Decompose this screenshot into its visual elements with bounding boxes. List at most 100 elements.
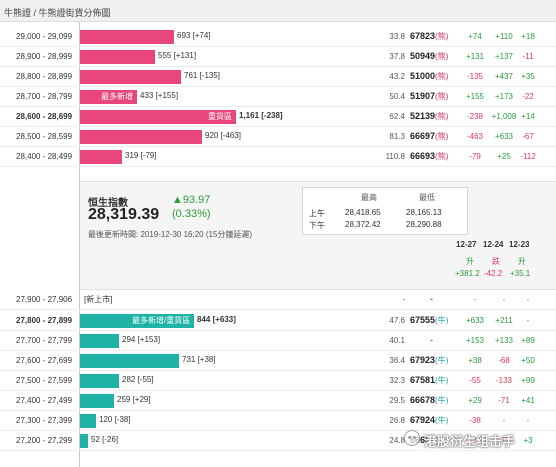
distribution-bar [80,110,236,124]
cbbc-type: (熊) [435,152,449,161]
quantity-label: 52 [-26] [91,435,119,444]
price-value: 50949(熊) [410,51,448,62]
price-number: 66697 [410,131,436,141]
quantity-label: 120 [-38] [99,415,131,424]
change-value: - [526,295,530,304]
index-change: ▲93.97 [172,194,211,206]
change-value: +211 [495,316,513,325]
range-label: 27,600 - 27,699 [16,356,73,365]
index-diff: +381.2 [455,269,480,278]
price-number: 66693 [410,151,436,161]
high-header: 最高 [361,193,377,202]
distribution-bar [80,374,119,388]
table-row[interactable]: 28,700 - 28,799 最多新增 433 [+155] 50.4 51907(熊… [0,87,556,107]
price-number: 67823 [410,31,436,41]
change-value: +35 [521,72,535,81]
table-row[interactable]: 28,800 - 28,899 761 [-135] 43.2 51000(熊) -13… [0,67,556,87]
distribution-bar [80,130,202,144]
change-value: +133 [494,336,514,345]
distribution-bar [80,354,179,368]
table-row[interactable]: 27,300 - 27,399 120 [-38] 26.8 67924(牛) -38 -… [0,411,556,431]
distribution-bar [80,414,96,428]
change-value: +633 [465,316,485,325]
range-label: 29,000 - 29,099 [16,32,73,41]
range-label: 27,500 - 27,599 [16,376,73,385]
date-header: 12-23 [509,240,530,249]
table-row[interactable]: 27,700 - 27,799 294 [+153] 40.1 - +153 +133 +8… [0,331,556,351]
index-info-panel: 恒生指數 28,319.39 ▲93.97 (0.33%) 最後更新時間: 20… [80,181,556,290]
table-row[interactable]: 28,400 - 28,499 319 [-79] 110.8 66693(熊) -79… [0,147,556,167]
price-number: 50949 [410,51,436,61]
change-value: -11 [522,52,534,61]
ratio-value: 37.8 [389,52,405,61]
price-value: 66684(牛) [410,435,448,446]
direction-down: 跌 [492,257,500,266]
new-listing-label: [新上市] [84,295,113,304]
new-listing-row[interactable]: 27,900 - 27,906 [新上市] - - - - - [0,290,556,310]
ratio-value: 33.8 [389,32,405,41]
change-value: - [502,416,506,425]
distribution-bar [80,150,122,164]
wechat-icon [404,430,420,446]
quantity-label: 920 [-463] [205,131,242,140]
price-value: 67823(熊) [410,31,448,42]
ratio-value: 40.1 [389,336,405,345]
index-value: 28,319.39 [88,206,160,223]
quantity-label: 555 [+131] [158,51,197,60]
index-label: 恒生指數 [88,198,128,209]
chart-axis-line [79,22,80,467]
pm-label: 下午 [309,221,325,230]
range-label: 28,900 - 28,999 [16,52,73,61]
quantity-label: 693 [+74] [177,31,211,40]
quantity-label: 282 [-55] [122,375,154,384]
table-row[interactable]: 27,500 - 27,599 282 [-55] 32.3 67581(牛) -55 -… [0,371,556,391]
table-row[interactable]: 27,600 - 27,699 731 [+38] 36.4 67923(牛) +38 -… [0,351,556,371]
change-value: -238 [466,112,483,121]
table-row[interactable]: 27,400 - 27,499 259 [+29] 29.5 66678(牛) +29 -… [0,391,556,411]
quantity-label: 844 [+633] [197,315,236,324]
price-value: 66697(熊) [410,131,448,142]
range-label: 28,700 - 28,799 [16,92,73,101]
price-value: 67923(牛) [410,355,448,366]
table-row[interactable]: 28,900 - 28,999 555 [+131] 37.8 50949(熊) +13… [0,47,556,67]
bar-tag: 最多新增 [101,92,133,101]
ratio-value: - [402,295,405,304]
price-value: 51000(熊) [410,71,448,82]
distribution-bar [80,334,119,348]
table-row[interactable]: 29,000 - 29,099 693 [+74] 33.8 67823(熊) +74 +… [0,27,556,47]
distribution-bar [80,434,88,448]
breadcrumb[interactable]: 牛熊證 / 牛熊證街貨分佈圖 [4,8,111,18]
change-value: - [526,316,530,325]
price-value: 67555(牛) [410,315,448,326]
index-diff: -42.2 [484,269,503,278]
change-value: -133 [495,376,512,385]
watermark-text: 港股衍生组击手 [424,434,516,449]
range-label: 28,800 - 28,899 [16,72,73,81]
price-number: 51907 [410,91,436,101]
breadcrumb-bar: 牛熊證 / 牛熊證街貨分佈圖 [0,0,556,22]
change-value: +18 [521,32,535,41]
cbbc-type: (熊) [435,32,449,41]
change-value: -71 [498,396,510,405]
cbbc-type: (牛) [435,396,449,405]
range-label: 27,300 - 27,399 [16,416,73,425]
table-row[interactable]: 28,600 - 28,699 重貨區 1,161 [-238] 62.4 52139(… [0,107,556,127]
ratio-value: 26.8 [389,416,405,425]
quantity-label: 319 [-79] [125,151,157,160]
cbbc-type: (牛) [435,356,449,365]
high-low-table: 最高 最低 上午 下午 28,418.65 28,165.13 28,372.4… [302,187,468,235]
price-number: 51000 [410,71,436,81]
table-row[interactable]: 27,800 - 27,899 最多新增/重貨區 844 [+633] 47.6 675… [0,311,556,331]
distribution-bar [80,394,114,408]
change-value: +41 [521,396,535,405]
range-label: 27,700 - 27,799 [16,336,73,345]
table-row[interactable]: 28,500 - 28,599 920 [-463] 81.3 66697(熊) -46… [0,127,556,147]
change-value: - [526,416,530,425]
cbbc-type: (牛) [435,376,449,385]
price-value: - [430,294,433,304]
table-row[interactable]: 27,200 - 27,299 52 [-26] 24.8 66684(牛) -26 -1… [0,431,556,451]
price-number: 66684 [410,435,436,445]
distribution-bar [80,50,155,64]
pm-low: 28,290.88 [406,220,442,229]
cbbc-type: (牛) [435,316,449,325]
